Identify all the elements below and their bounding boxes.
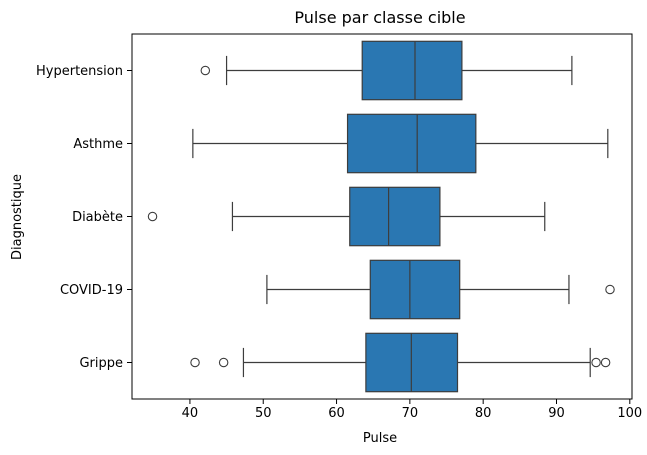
boxes-layer bbox=[147, 40, 615, 393]
x-tick-label: 90 bbox=[548, 406, 565, 421]
box-group bbox=[147, 186, 546, 247]
outlier-point bbox=[218, 357, 229, 368]
outlier-point bbox=[190, 357, 200, 368]
iqr-box bbox=[346, 113, 477, 174]
outlier-point bbox=[591, 357, 601, 368]
box-group bbox=[266, 259, 615, 320]
box-group bbox=[200, 40, 573, 101]
outlier-point bbox=[200, 65, 211, 76]
y-tick-label: Grippe bbox=[79, 356, 123, 371]
chart-title: Pulse par classe cible bbox=[294, 8, 465, 27]
outlier-point bbox=[605, 284, 615, 295]
y-axis-label: Diagnostique bbox=[10, 174, 25, 260]
x-tick-label: 70 bbox=[402, 406, 419, 421]
x-tick-label: 100 bbox=[617, 406, 642, 421]
outlier-point bbox=[600, 357, 611, 368]
outlier-point bbox=[147, 211, 158, 222]
iqr-box bbox=[361, 40, 463, 101]
y-tick-label: Diabète bbox=[72, 210, 123, 225]
x-axis: 40 50 60 70 80 90 100 bbox=[182, 399, 642, 421]
iqr-box bbox=[369, 259, 461, 320]
y-tick-label: COVID-19 bbox=[60, 283, 123, 298]
box-group bbox=[190, 332, 611, 393]
box-group bbox=[192, 113, 609, 174]
x-tick-label: 50 bbox=[255, 406, 272, 421]
iqr-box bbox=[349, 186, 441, 247]
y-tick-label: Asthme bbox=[73, 137, 123, 152]
x-tick-label: 80 bbox=[475, 406, 492, 421]
y-axis: Hypertension Asthme Diabète COVID-19 Grippe bbox=[36, 64, 132, 371]
x-tick-label: 60 bbox=[328, 406, 345, 421]
y-tick-label: Hypertension bbox=[36, 64, 123, 79]
x-axis-label: Pulse bbox=[363, 431, 397, 446]
x-tick-label: 40 bbox=[182, 406, 199, 421]
